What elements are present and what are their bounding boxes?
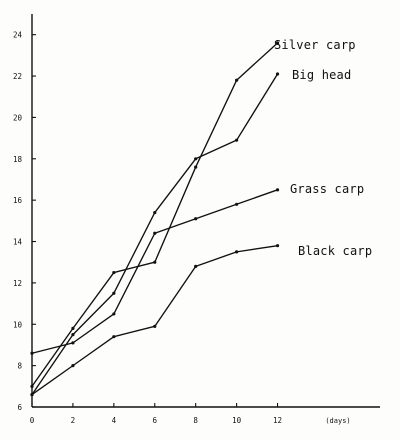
y-tick-label: 20 [13,113,23,122]
data-point-black-carp [71,364,75,368]
data-point-big-head [153,210,157,215]
x-tick-label: 4 [112,416,117,425]
data-point-black-carp [153,324,157,328]
data-point-black-carp [235,250,239,254]
data-point-big-head [275,72,280,76]
series-line-black-carp [31,244,279,396]
data-point-grass-carp [235,202,239,206]
x-tick-label: 10 [232,416,242,425]
data-point-grass-carp [194,217,198,221]
data-point-big-head [112,291,116,295]
y-tick-label: 8 [17,362,22,371]
x-tick-label: 8 [193,416,198,425]
data-point-silver-carp [275,41,280,45]
data-point-grass-carp [30,351,34,355]
data-point-silver-carp [112,270,116,275]
series-label-grass-carp: Grass carp [290,182,364,196]
data-point-black-carp [194,264,198,268]
series-line-grass-carp [31,189,279,354]
data-point-grass-carp [153,231,157,235]
series-label-silver-carp: Silver carp [274,38,356,52]
y-tick-label: 16 [13,196,23,205]
x-axis-unit-label: (days) [325,417,350,425]
series-layer [30,41,280,397]
data-point-silver-carp [30,384,34,388]
y-tick-label: 22 [13,72,22,81]
x-tick-label: 6 [153,416,158,425]
x-tick-label: 2 [71,416,76,425]
series-label-black-carp: Black carp [298,244,372,258]
series-labels-layer: Silver carp Big head Grass carp Black carp [274,38,372,258]
x-tick-label: 0 [30,416,35,425]
series-line-silver-carp [31,42,279,387]
data-point-grass-carp [71,341,75,345]
series-label-big-head: Big head [292,68,351,82]
y-tick-label: 12 [13,279,22,288]
data-point-silver-carp [71,326,75,330]
data-point-black-carp [112,335,116,339]
data-point-silver-carp [235,78,239,82]
data-point-black-carp [275,244,280,248]
y-tick-label: 6 [17,403,22,412]
data-point-big-head [235,138,239,142]
data-point-grass-carp [275,188,280,192]
x-tick-label: 12 [273,416,282,425]
data-point-grass-carp [112,312,116,316]
data-point-silver-carp [153,260,157,264]
y-tick-label: 14 [13,238,23,247]
data-point-big-head [71,333,75,337]
y-tick-label: 18 [13,155,23,164]
data-point-silver-carp [194,165,198,169]
data-point-big-head [194,157,198,161]
data-point-black-carp [30,392,34,397]
y-tick-label: 24 [13,31,23,40]
y-tick-label: 10 [13,320,23,329]
